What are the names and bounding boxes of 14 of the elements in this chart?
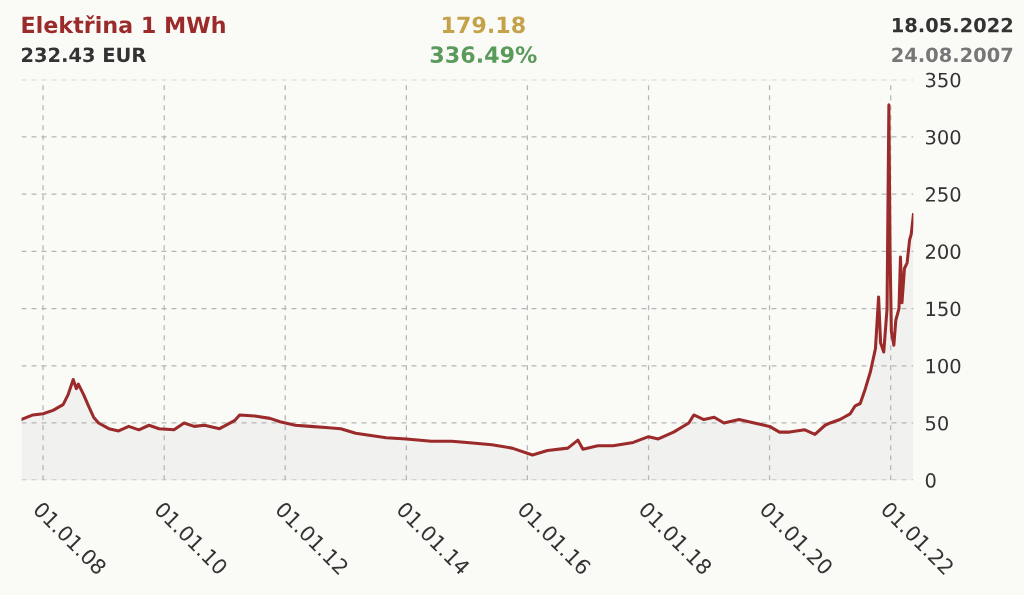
y-tick-label: 300 <box>926 129 961 145</box>
text: 179.18 <box>442 16 525 34</box>
chart-title: Elektřina 1 MWh <box>22 15 225 34</box>
y-tick-label: 200 <box>925 244 961 260</box>
y-tick-label: 250 <box>925 187 961 202</box>
y-tick-label: 150 <box>926 301 961 317</box>
text: 336.49% <box>430 46 537 63</box>
y-tick-label: 0 <box>925 473 936 488</box>
text: 232.43 EUR <box>22 47 146 63</box>
y-tick-label: 50 <box>926 415 948 431</box>
y-tick-label: 100 <box>926 358 961 374</box>
text: 24.08.2007 <box>892 47 1013 63</box>
text: 18.05.2022 <box>892 17 1013 33</box>
y-tick-label: 350 <box>926 72 961 88</box>
